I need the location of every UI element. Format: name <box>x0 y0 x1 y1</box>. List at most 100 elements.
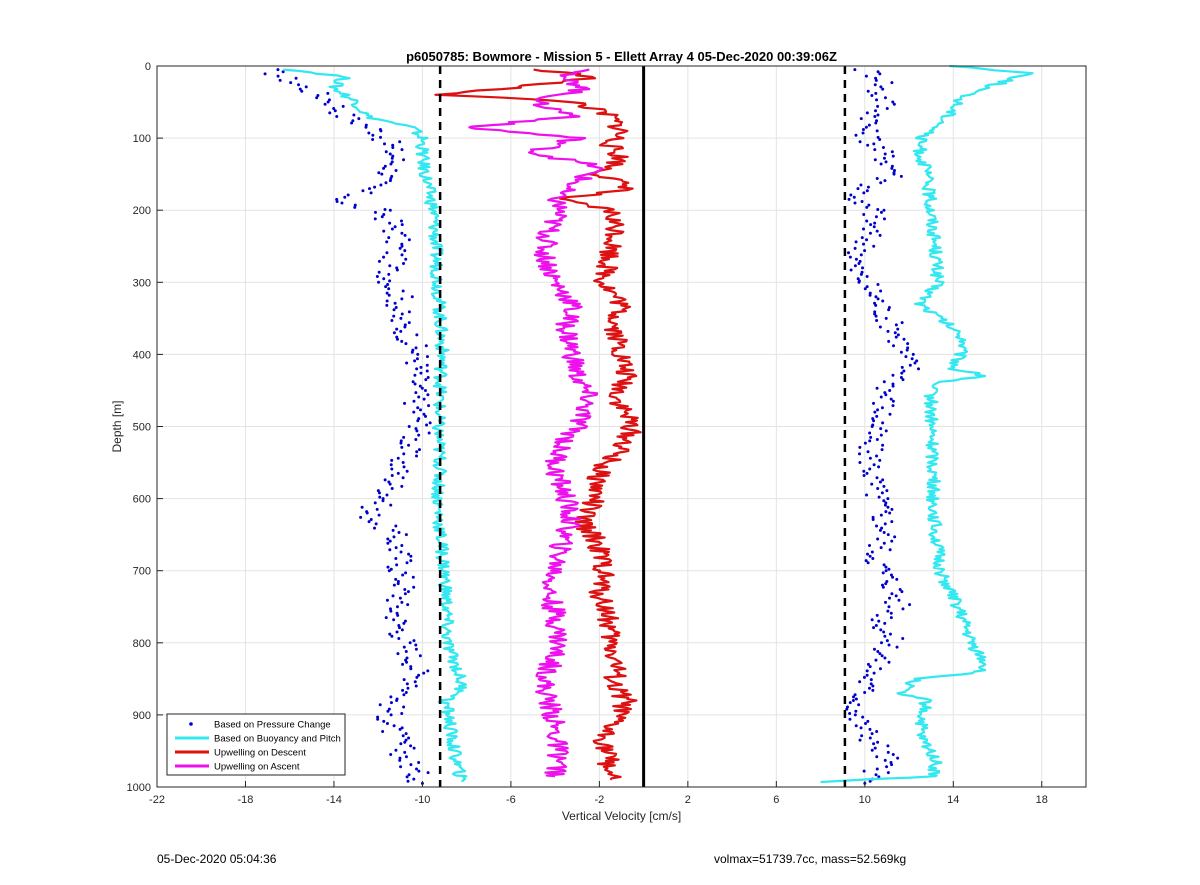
point-0-1-3 <box>864 74 868 78</box>
point-0-0-195 <box>383 478 387 482</box>
y-tick-label-6: 600 <box>133 494 151 506</box>
point-0-0-130 <box>400 339 404 343</box>
point-0-1-119 <box>884 316 888 320</box>
series-1 <box>283 64 1034 784</box>
point-0-0-285 <box>426 669 430 673</box>
point-0-1-158 <box>891 399 895 403</box>
reference-lines <box>438 66 847 787</box>
point-0-1-192 <box>865 471 869 475</box>
point-0-0-68 <box>388 208 392 212</box>
point-0-0-281 <box>405 660 409 664</box>
point-0-0-18 <box>332 107 336 111</box>
point-0-0-121 <box>407 321 411 325</box>
point-0-0-22 <box>335 114 339 118</box>
point-0-1-67 <box>876 207 880 211</box>
point-0-1-299 <box>851 698 855 702</box>
point-0-0-66 <box>353 205 357 209</box>
point-0-0-286 <box>422 671 426 675</box>
point-0-1-217 <box>874 524 878 528</box>
point-0-0-115 <box>392 308 396 312</box>
point-0-0-148 <box>424 378 428 382</box>
point-0-0-216 <box>374 522 378 526</box>
point-0-1-301 <box>857 703 861 707</box>
point-0-1-277 <box>878 652 882 656</box>
point-0-1-297 <box>852 695 856 699</box>
point-0-1-262 <box>877 619 881 623</box>
point-0-1-14 <box>875 98 879 102</box>
point-0-0-49 <box>377 171 381 175</box>
point-0-0-212 <box>377 513 381 517</box>
point-0-0-20 <box>328 111 332 115</box>
point-0-0-180 <box>400 445 404 449</box>
point-0-0-276 <box>404 649 408 653</box>
point-0-0-288 <box>415 675 419 679</box>
point-0-0-89 <box>400 253 404 257</box>
point-0-1-139 <box>915 359 919 363</box>
point-0-1-83 <box>854 240 858 244</box>
point-0-1-124 <box>896 327 900 331</box>
point-0-1-78 <box>875 229 879 233</box>
point-0-1-143 <box>917 367 921 371</box>
point-0-1-196 <box>878 480 882 484</box>
point-0-1-311 <box>854 724 858 728</box>
point-0-1-138 <box>910 357 914 361</box>
point-0-0-98 <box>387 272 391 276</box>
point-0-0-326 <box>404 755 408 759</box>
point-0-0-188 <box>389 463 393 467</box>
point-0-0-294 <box>401 688 405 692</box>
point-0-0-123 <box>403 325 407 329</box>
point-0-1-152 <box>875 386 879 390</box>
point-0-1-230 <box>866 552 870 556</box>
x-tick-label-6: 2 <box>685 794 691 806</box>
point-0-0-0 <box>276 68 280 72</box>
point-0-0-314 <box>381 729 385 733</box>
point-0-1-191 <box>862 469 866 473</box>
point-0-0-224 <box>388 539 392 543</box>
point-0-1-111 <box>881 299 885 303</box>
point-0-0-296 <box>402 693 406 697</box>
point-0-1-65 <box>867 203 871 207</box>
point-0-1-324 <box>886 750 890 754</box>
point-0-1-286 <box>872 671 876 675</box>
point-0-1-2 <box>878 72 882 76</box>
y-tick-label-4: 400 <box>133 349 151 361</box>
point-0-0-300 <box>389 701 393 705</box>
point-0-1-258 <box>889 611 893 615</box>
point-0-1-153 <box>888 388 892 392</box>
point-0-1-149 <box>882 380 886 384</box>
point-0-1-84 <box>862 242 866 246</box>
point-0-0-43 <box>402 158 406 162</box>
point-0-0-30 <box>367 131 371 135</box>
point-0-0-59 <box>369 191 373 195</box>
point-0-0-85 <box>400 244 404 248</box>
point-0-0-333 <box>417 769 421 773</box>
point-0-1-225 <box>882 541 886 545</box>
point-0-1-19 <box>874 109 878 113</box>
point-0-1-257 <box>886 609 890 613</box>
y-tick-label-3: 300 <box>133 277 151 289</box>
point-0-0-44 <box>390 160 394 164</box>
point-0-0-187 <box>401 461 405 465</box>
point-0-1-300 <box>848 701 852 705</box>
point-0-1-66 <box>865 205 869 209</box>
point-0-0-96 <box>395 268 399 272</box>
point-0-0-189 <box>402 465 406 469</box>
point-0-0-139 <box>413 359 417 363</box>
point-0-1-134 <box>905 348 909 352</box>
point-0-0-2 <box>263 72 267 76</box>
point-0-1-198 <box>882 484 886 488</box>
point-0-0-255 <box>395 605 399 609</box>
point-0-0-100 <box>382 277 386 281</box>
y-tick-label-2: 200 <box>133 205 151 217</box>
point-0-0-309 <box>382 719 386 723</box>
point-0-1-328 <box>883 758 887 762</box>
legend-label-3: Upwelling on Ascent <box>214 762 300 773</box>
point-0-1-145 <box>900 371 904 375</box>
point-0-0-204 <box>381 497 385 501</box>
point-0-0-81 <box>387 236 391 240</box>
point-0-0-73 <box>399 219 403 223</box>
point-0-0-56 <box>373 185 377 189</box>
point-0-1-232 <box>871 556 875 560</box>
x-tick-label-9: 14 <box>947 794 959 806</box>
point-0-0-129 <box>395 337 399 341</box>
